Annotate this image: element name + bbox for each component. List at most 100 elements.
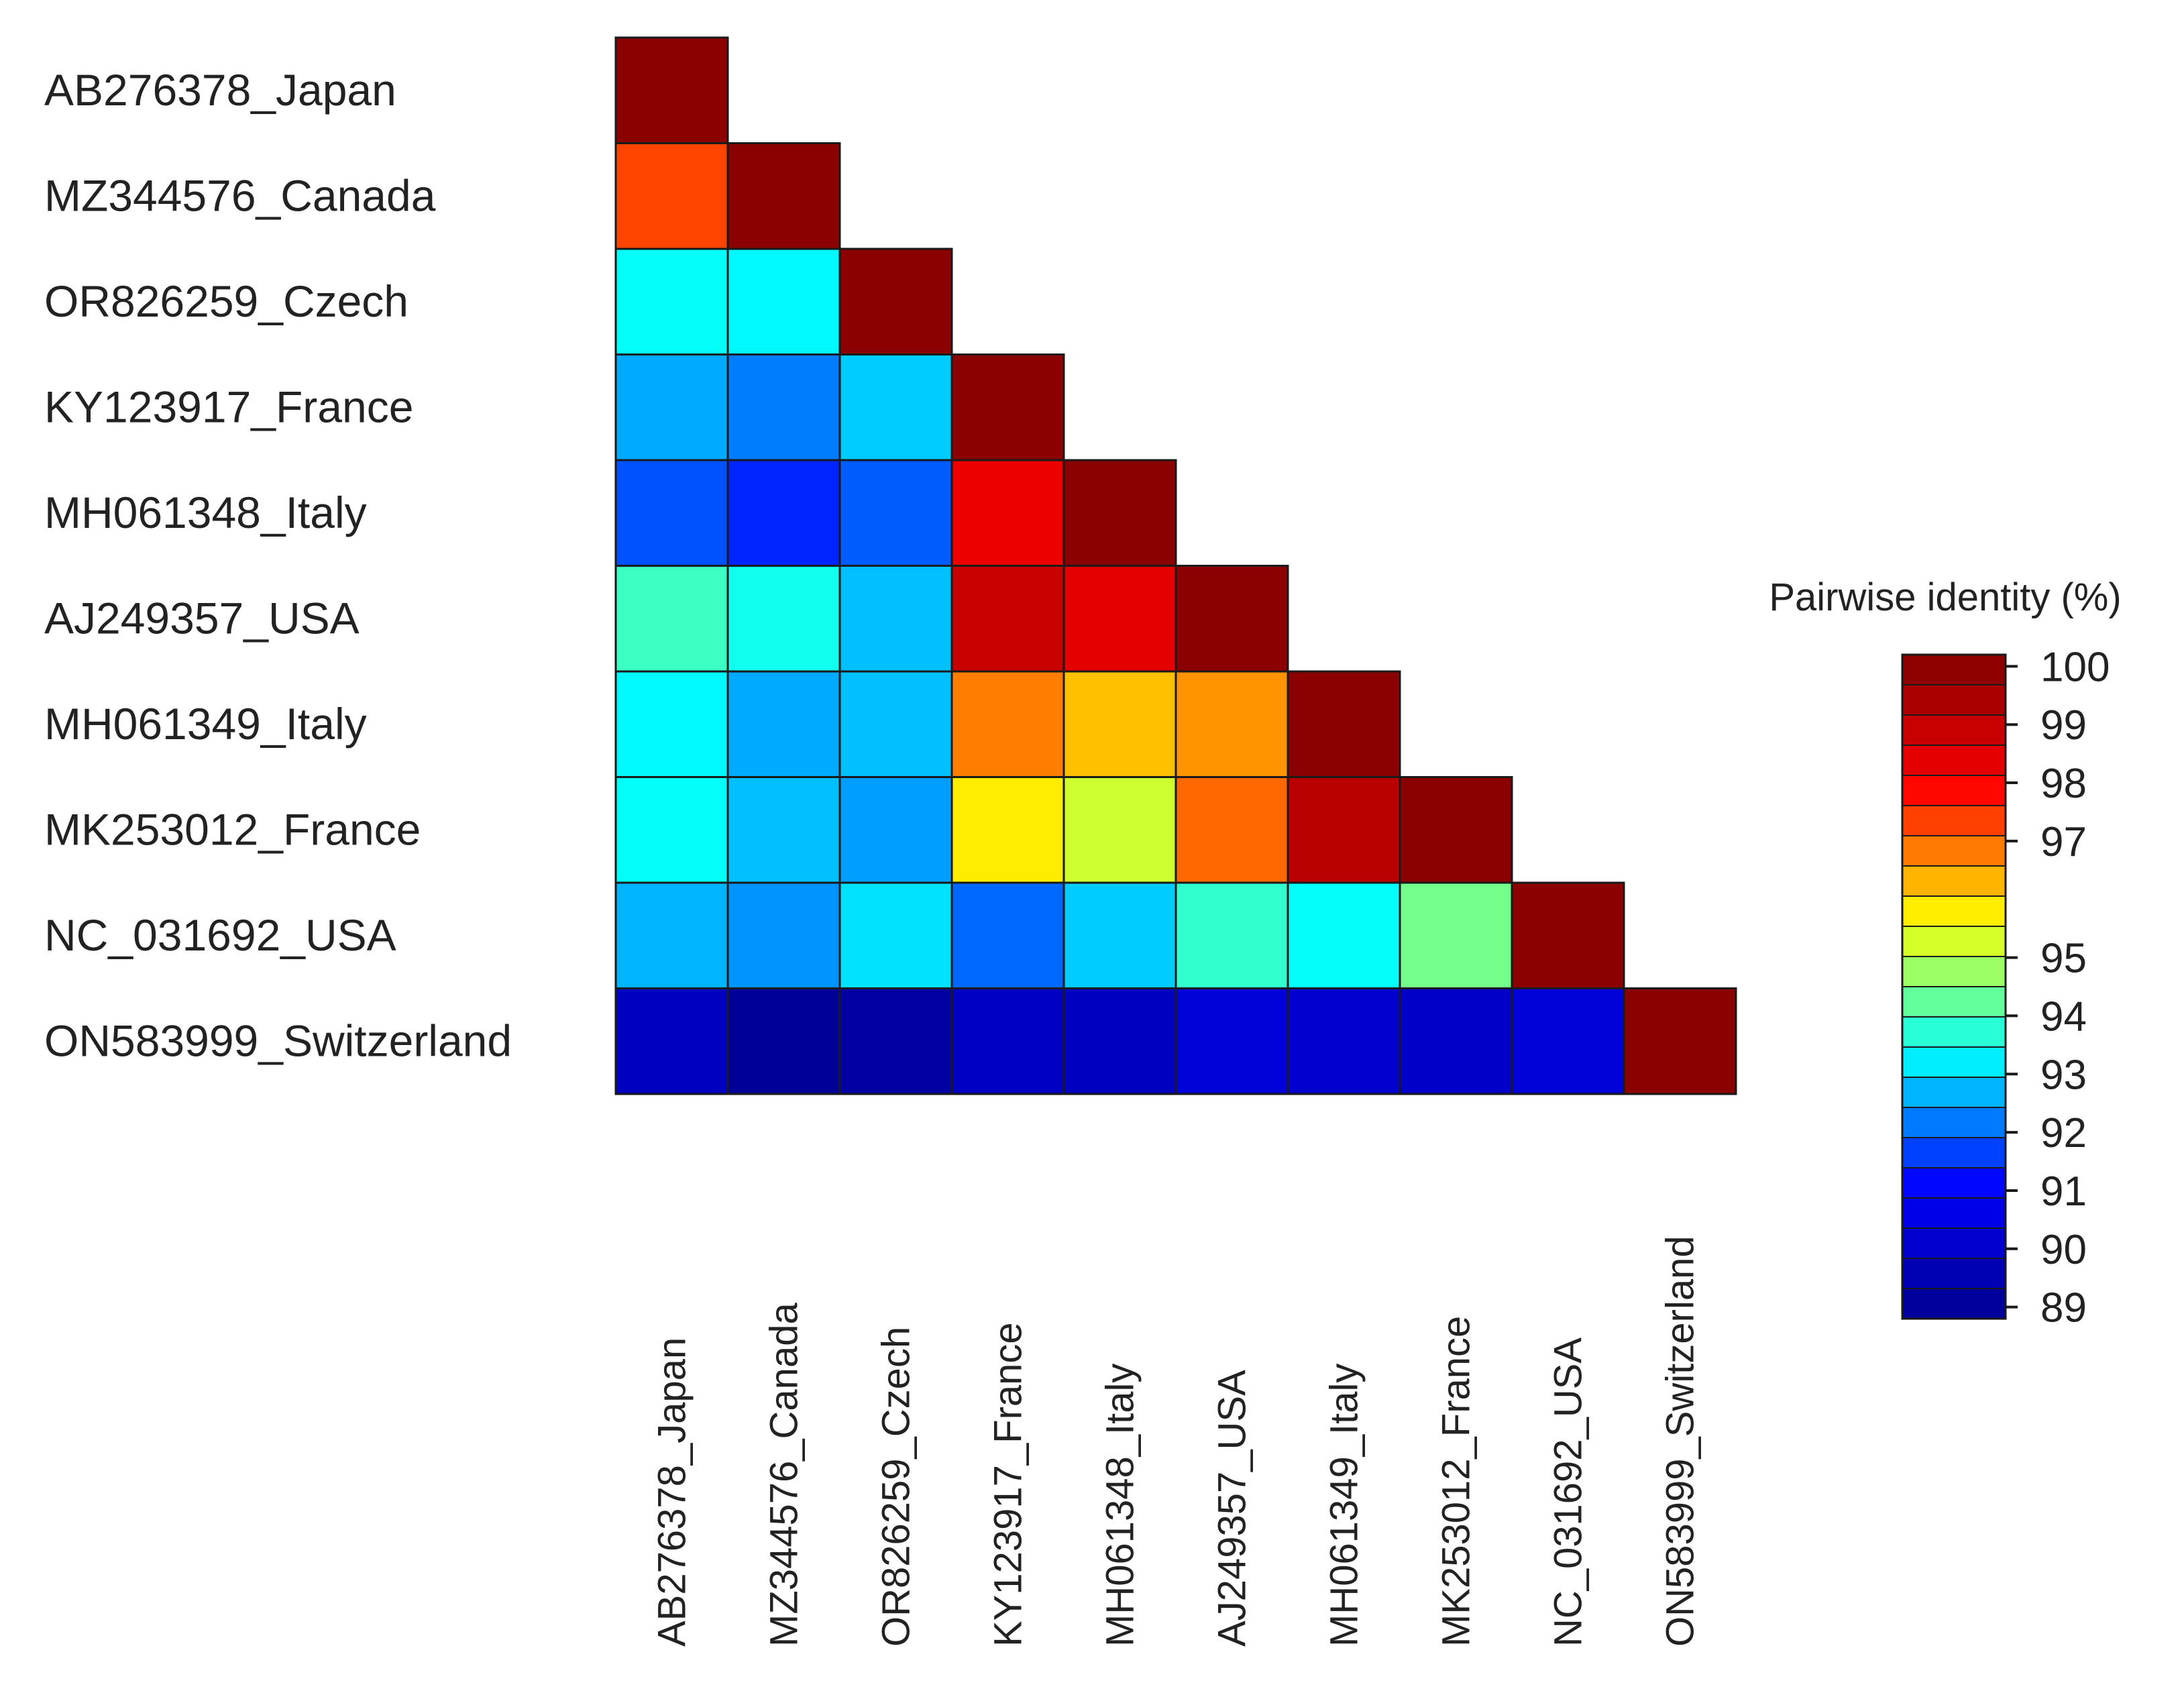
row-label: ON583999_Switzerland	[44, 1016, 512, 1065]
column-label: ON583999_Switzerland	[1659, 1236, 1702, 1647]
heatmap-cell	[838, 670, 953, 778]
colorbar-tick-label: 95	[2040, 936, 2087, 982]
heatmap-cells	[614, 36, 1737, 1095]
heatmap-cell	[950, 776, 1065, 884]
heatmap-cell	[838, 459, 953, 567]
colorbar-band	[1902, 1258, 2006, 1290]
colorbar-band	[1902, 1137, 2006, 1169]
heatmap-cell	[614, 987, 729, 1095]
heatmap-cell	[950, 353, 1065, 461]
row-label: AB276378_Japan	[44, 65, 396, 115]
heatmap-cell	[950, 459, 1065, 567]
heatmap-cell	[726, 987, 841, 1095]
column-label: OR826259_Czech	[875, 1327, 918, 1647]
heatmap-cell	[1175, 565, 1289, 673]
heatmap-cell	[1287, 670, 1401, 778]
heatmap-cell	[614, 36, 729, 144]
colorbar-band	[1902, 684, 2006, 716]
heatmap-cell	[838, 776, 953, 884]
heatmap-cell	[614, 142, 729, 250]
heatmap-cell	[726, 248, 841, 356]
colorbar-tick-label: 100	[2040, 644, 2110, 690]
colorbar-band	[1902, 986, 2006, 1018]
colorbar-tick-label: 97	[2040, 819, 2087, 865]
heatmap-cell	[1175, 776, 1289, 884]
colorbar-band	[1902, 926, 2006, 958]
heatmap-cell	[1511, 987, 1625, 1095]
heatmap-cell	[726, 142, 841, 250]
colorbar-band	[1902, 714, 2006, 747]
colorbar-band	[1902, 956, 2006, 988]
colorbar-band	[1902, 1107, 2006, 1139]
colorbar: Pairwise identity (%) 100 99 98 97 95 94 93 92 9…	[1769, 576, 2121, 1331]
colorbar-band	[1902, 865, 2006, 897]
colorbar-band	[1902, 805, 2006, 837]
colorbar-tick-label: 98	[2040, 761, 2087, 807]
heatmap-cell	[1287, 881, 1401, 989]
colorbar-band	[1902, 895, 2006, 928]
heatmap-cell	[1287, 987, 1401, 1095]
column-label: KY123917_France	[987, 1322, 1030, 1647]
colorbar-band	[1902, 1077, 2006, 1109]
row-label: AJ249357_USA	[44, 593, 360, 643]
colorbar-band	[1902, 1046, 2006, 1079]
row-label: MZ344576_Canada	[44, 170, 436, 220]
colorbar-tick-label: 90	[2040, 1227, 2087, 1273]
colorbar-band	[1902, 1016, 2006, 1048]
column-label: MH061349_Italy	[1323, 1364, 1366, 1647]
heatmap-cell	[950, 881, 1065, 989]
colorbar-band	[1902, 1197, 2006, 1229]
heatmap-cell	[726, 670, 841, 778]
heatmap-cell	[614, 670, 729, 778]
heatmap-cell	[1062, 881, 1177, 989]
heatmap-cell	[726, 881, 841, 989]
column-label: MZ344576_Canada	[763, 1303, 806, 1647]
colorbar-tick-label: 93	[2040, 1052, 2087, 1098]
heatmap-cell	[838, 881, 953, 989]
colorbar-tick-label: 92	[2040, 1110, 2087, 1156]
heatmap-cell	[838, 248, 953, 356]
heatmap-cell	[1062, 565, 1177, 673]
column-label: MH061348_Italy	[1099, 1364, 1142, 1647]
heatmap-cell	[1399, 776, 1513, 884]
heatmap-cell	[950, 987, 1065, 1095]
colorbar-band	[1902, 654, 2006, 686]
heatmap-cell	[1062, 776, 1177, 884]
column-label: MK253012_France	[1435, 1316, 1478, 1647]
column-label: AB276378_Japan	[651, 1337, 694, 1647]
heatmap-cell	[1511, 881, 1625, 989]
row-label: MH061348_Italy	[44, 488, 367, 537]
colorbar-band	[1902, 1227, 2006, 1260]
colorbar-tick-label: 99	[2040, 702, 2087, 749]
heatmap-cell	[614, 565, 729, 673]
heatmap-cell	[1175, 881, 1289, 989]
colorbar-band	[1902, 835, 2006, 867]
heatmap-cell	[614, 248, 729, 356]
heatmap-cell	[726, 353, 841, 461]
heatmap-cell	[1399, 987, 1513, 1095]
heatmap-cell	[726, 565, 841, 673]
colorbar-tick-label: 91	[2040, 1168, 2087, 1215]
row-label: KY123917_France	[44, 382, 413, 431]
heatmap-cell	[1062, 459, 1177, 567]
heatmap-cell	[1062, 987, 1177, 1095]
column-label: AJ249357_USA	[1211, 1370, 1254, 1647]
colorbar-title: Pairwise identity (%)	[1769, 576, 2121, 619]
heatmap-cell	[950, 670, 1065, 778]
heatmap-cell	[726, 776, 841, 884]
colorbar-frame	[1901, 653, 2007, 1320]
row-labels: AB276378_Japan MZ344576_Canada OR826259_Cz…	[44, 65, 512, 1066]
heatmap-cell	[838, 987, 953, 1095]
heatmap-cell	[1287, 776, 1401, 884]
heatmap-cell	[614, 881, 729, 989]
heatmap-cell	[1175, 670, 1289, 778]
heatmap-cell	[614, 776, 729, 884]
heatmap-cell	[1399, 881, 1513, 989]
colorbar-band	[1902, 1167, 2006, 1199]
heatmap-cell	[838, 565, 953, 673]
heatmap-cell	[1623, 987, 1737, 1095]
colorbar-band	[1902, 1288, 2006, 1320]
heatmap-cell	[1062, 670, 1177, 778]
row-label: NC_031692_USA	[44, 910, 396, 960]
